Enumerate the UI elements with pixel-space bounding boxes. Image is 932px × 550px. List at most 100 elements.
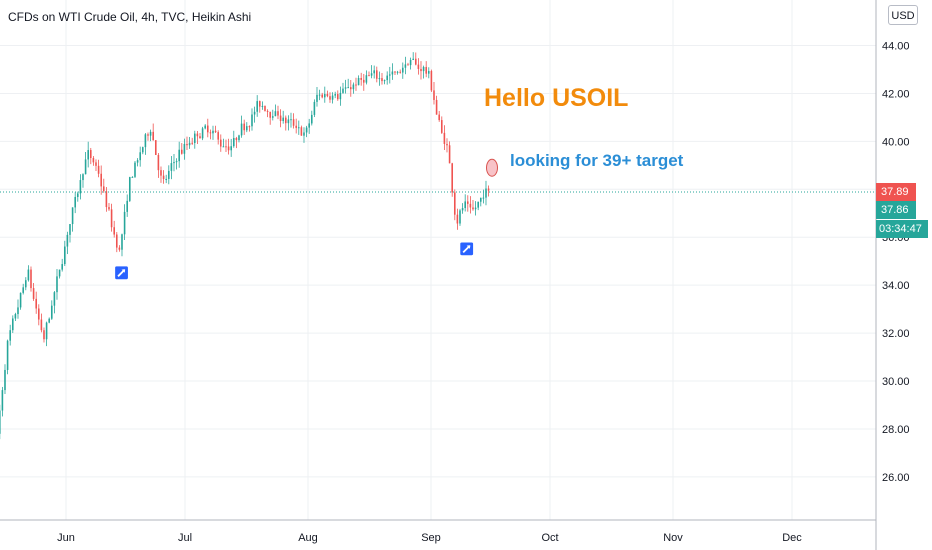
candle-body [448,145,451,164]
candle-body [217,132,219,140]
candle-body [206,125,209,133]
candle-body [126,200,128,212]
candle-body [479,197,482,202]
candle-body [6,340,9,370]
candle-body [378,78,381,80]
candle-body [61,264,63,270]
candle-body [19,292,22,308]
candle-body [373,70,375,74]
candle-body [391,71,394,75]
candle-body [89,150,92,159]
time-axis[interactable]: Jun Jul Aug Sep Oct Nov Dec [57,532,802,544]
candle-body [464,201,466,209]
candle-body [365,75,368,83]
candle-body [214,130,217,133]
candle-body [69,224,71,235]
candle-body [175,161,178,163]
candle-body [344,87,347,89]
candle-body [240,123,243,136]
bid-price-tag: 37.86 [876,201,916,219]
candle-body [48,318,50,323]
idea-marker[interactable] [113,265,130,281]
candle-body [183,143,186,154]
candle-body [17,307,19,315]
candle-body [76,193,79,197]
candle-body [35,298,37,309]
candle-body [123,211,126,235]
candle-body [152,131,154,141]
candle-body [279,115,282,121]
candle-body [199,136,201,139]
candle-body [305,127,308,133]
candle-body [232,137,235,147]
candle-body [22,287,24,293]
candle-body [451,163,453,193]
candle-body [277,111,279,116]
candle-body [131,176,134,178]
candle-body [253,111,256,115]
candle-body [386,75,388,81]
candle-body [82,174,84,181]
candle-body [251,114,253,127]
candle-body [482,197,485,199]
candle-body [433,90,435,100]
candle-body [37,308,40,320]
candle-body [274,111,277,117]
candle-body [212,130,214,134]
candle-body [303,132,305,136]
candle-body [438,114,440,121]
candle-body [100,173,102,187]
candle-body [318,94,321,96]
candle-body [427,71,430,74]
candle-body [381,78,383,82]
candle-body [329,96,331,100]
candle-body [357,78,360,86]
currency-button[interactable]: USD [888,5,918,25]
candle-body [368,75,370,77]
candle-body [401,67,404,73]
candle-body [310,114,313,124]
candlestick-series [0,52,490,440]
candle-body [375,70,378,79]
candle-body [300,127,303,136]
candle-body [349,87,352,90]
candle-body [74,196,76,208]
candle-body [14,314,17,319]
candle-body [266,110,269,112]
candle-body [292,119,295,126]
candle-body [227,146,230,151]
candle-body [1,390,4,411]
candle-body [485,188,487,198]
candle-body [316,94,318,102]
price-tick-label: 32.00 [882,328,910,340]
candle-body [238,135,240,141]
candle-body [435,99,438,115]
candle-body [474,207,477,210]
candle-body [147,134,149,136]
candle-body [466,201,469,204]
idea-marker[interactable] [459,241,475,257]
candle-body [144,134,147,148]
price-tick-label: 28.00 [882,424,910,436]
candle-body [256,101,258,112]
price-tick-label: 40.00 [882,136,910,148]
candle-body [222,146,225,148]
candle-body [295,125,297,128]
candle-body [407,64,409,66]
candle-body [24,280,27,288]
candle-body [53,292,56,306]
time-tick-label: Jun [57,532,75,544]
idea-markers[interactable] [113,241,475,281]
candle-body [136,160,139,163]
candle-body [469,203,472,208]
candle-body [388,74,391,76]
time-tick-label: Oct [541,532,558,544]
candle-body [160,170,162,176]
candle-body [399,71,401,73]
candle-body [269,111,271,118]
price-axis[interactable]: 44.0042.0040.0038.0036.0034.0032.0030.00… [882,41,910,484]
candle-body [154,140,157,155]
candle-body [360,78,362,80]
candle-body [271,116,274,118]
